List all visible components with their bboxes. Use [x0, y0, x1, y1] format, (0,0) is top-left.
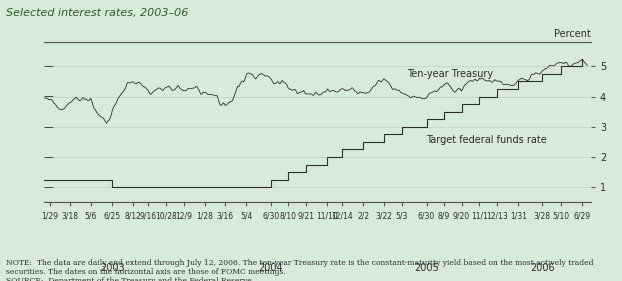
Text: —: — — [44, 122, 53, 132]
Text: NOTE:  The data are daily and extend through July 12, 2006. The ten-year Treasur: NOTE: The data are daily and extend thro… — [6, 259, 594, 281]
Text: Target federal funds rate: Target federal funds rate — [427, 135, 547, 145]
Text: 2004: 2004 — [258, 263, 283, 273]
Text: Ten-year Treasury: Ten-year Treasury — [407, 69, 493, 79]
Text: 2006: 2006 — [530, 263, 555, 273]
Text: Selected interest rates, 2003–06: Selected interest rates, 2003–06 — [6, 8, 188, 19]
Text: —: — — [44, 92, 53, 101]
Text: —: — — [44, 182, 53, 192]
Text: —: — — [44, 152, 53, 162]
Text: Percent: Percent — [554, 29, 591, 39]
Text: —: — — [44, 61, 53, 71]
Text: 2003: 2003 — [100, 263, 124, 273]
Text: 2005: 2005 — [414, 263, 439, 273]
